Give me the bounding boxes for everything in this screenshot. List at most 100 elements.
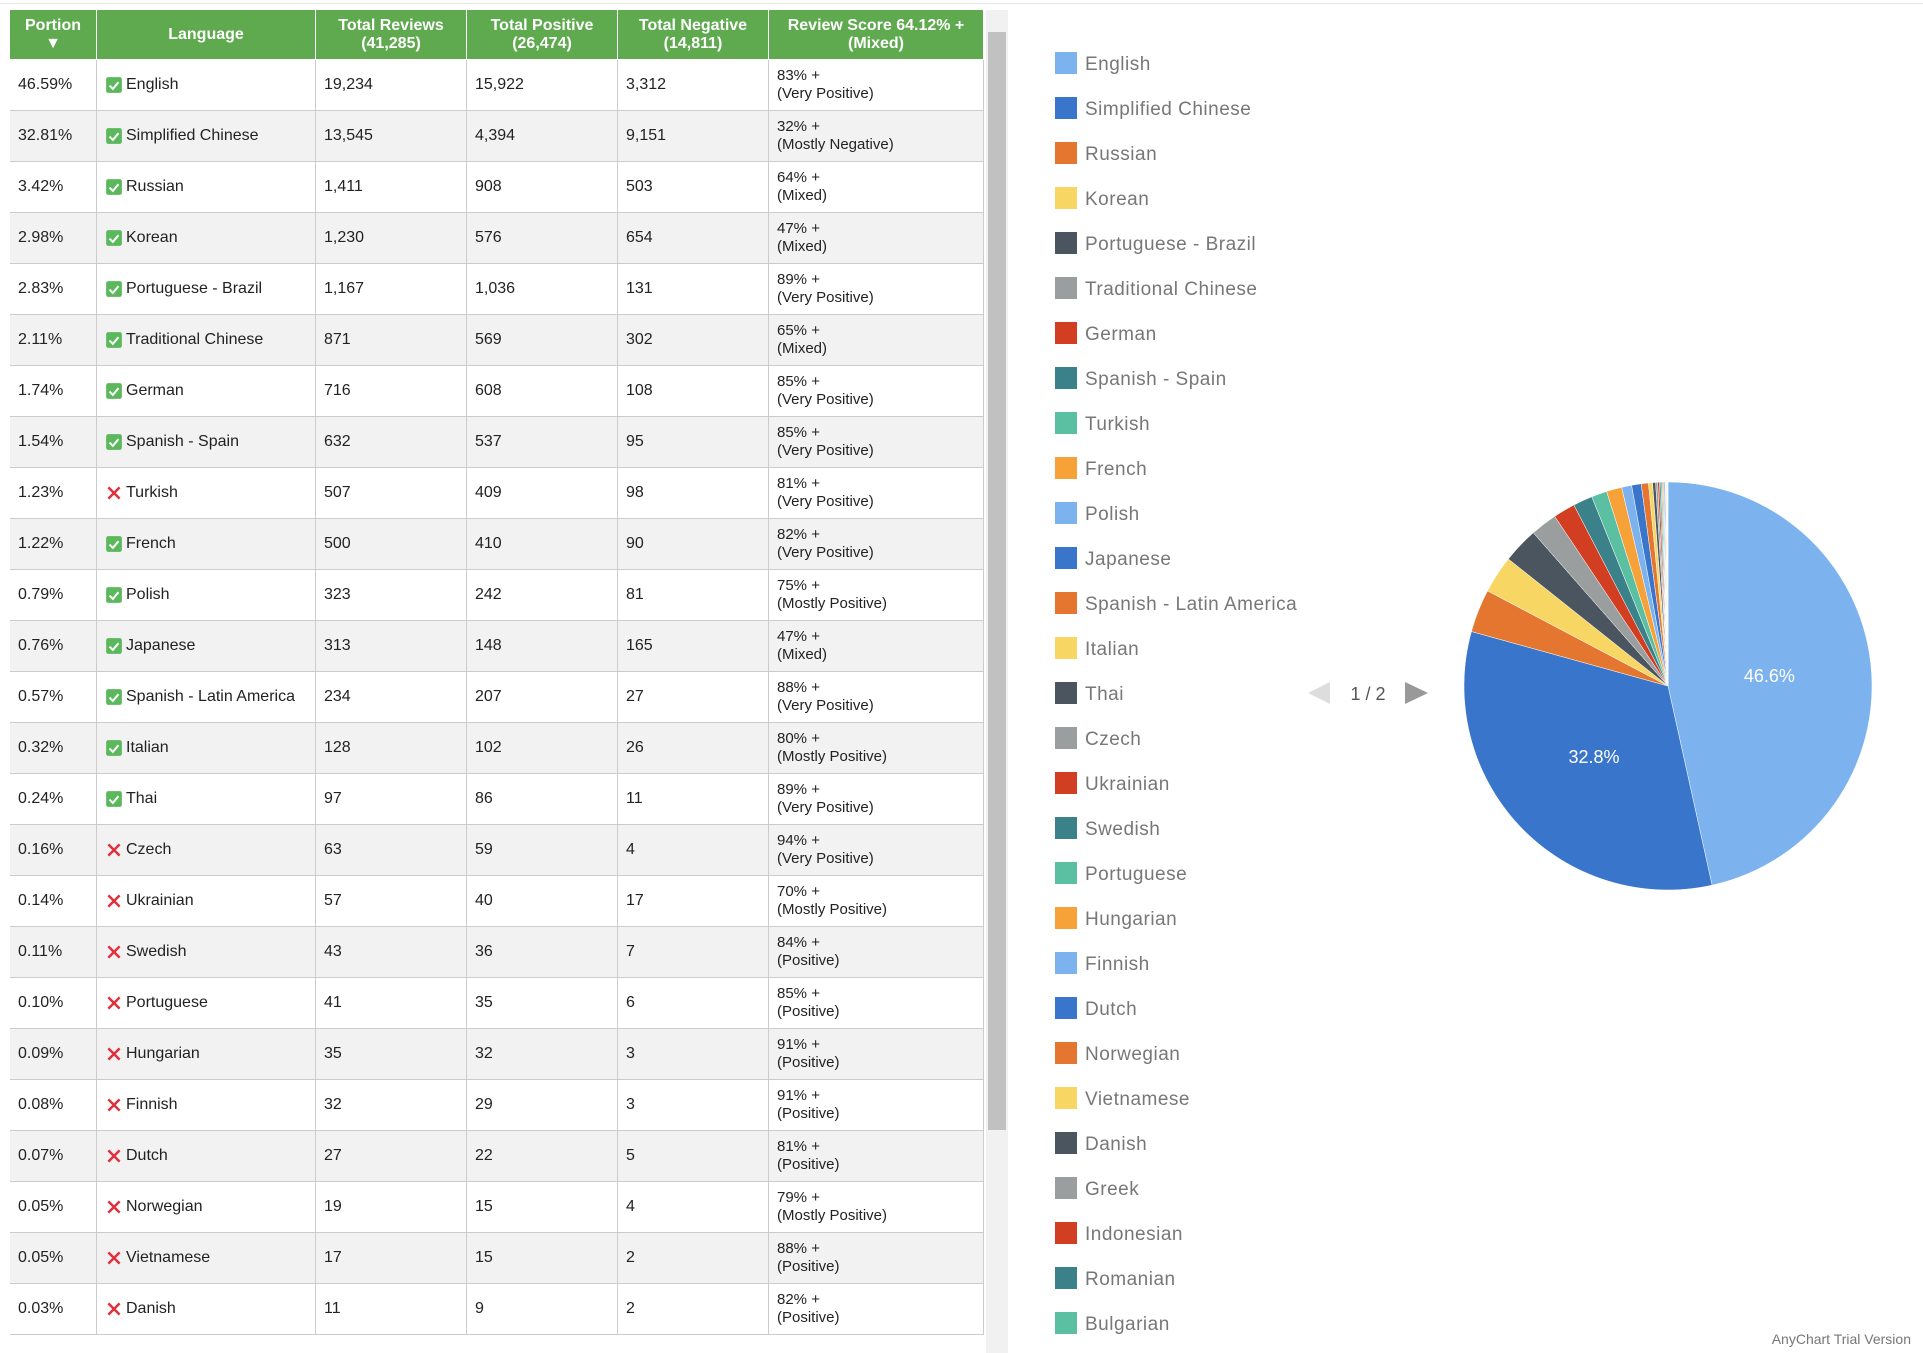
table-cell: Danish xyxy=(97,1284,316,1335)
table-cell: Vietnamese xyxy=(97,1233,316,1284)
cell-text: Danish xyxy=(126,1300,176,1317)
next-page[interactable] xyxy=(1405,682,1428,704)
table-cell: 47% + (Mixed) xyxy=(769,213,984,264)
check-icon xyxy=(106,128,122,144)
cell-text: Portuguese - Brazil xyxy=(126,280,263,297)
cell-text: 88% + xyxy=(777,1240,820,1257)
table-cell: 57 xyxy=(316,876,467,927)
cell-text: 165 xyxy=(626,637,653,654)
table-cell: German xyxy=(97,366,316,417)
table-cell: 88% + (Very Positive) xyxy=(769,672,984,723)
legend-swatch xyxy=(1055,1042,1077,1064)
table-cell: 716 xyxy=(316,366,467,417)
legend-label: Traditional Chinese xyxy=(1085,279,1258,300)
legend-swatch xyxy=(1055,142,1077,164)
table-cell: Turkish xyxy=(97,468,316,519)
legend-label: Ukrainian xyxy=(1085,774,1170,795)
cell-text: 108 xyxy=(626,382,653,399)
scrollbar[interactable] xyxy=(986,10,1008,1353)
check-box xyxy=(106,128,122,144)
table-cell: 4,394 xyxy=(467,111,618,162)
cell-text: Dutch xyxy=(126,1147,168,1164)
table-cell: 85% + (Very Positive) xyxy=(769,366,984,417)
cell-text: 85% + xyxy=(777,424,820,441)
cross-mark xyxy=(107,1251,121,1265)
check-box xyxy=(106,230,122,246)
table-cell: Spanish - Latin America xyxy=(97,672,316,723)
cross-icon xyxy=(107,486,121,500)
cell-text: 91% + xyxy=(777,1036,820,1053)
cell-text: 32 xyxy=(324,1096,342,1113)
cell-text: 47% + xyxy=(777,220,820,237)
check-mark xyxy=(108,795,120,805)
legend-swatch xyxy=(1055,1222,1077,1244)
legend-label: Portuguese xyxy=(1085,864,1187,885)
table-cell: 88% + (Positive) xyxy=(769,1233,984,1284)
cell-text: 0.10% xyxy=(18,994,64,1011)
cross-icon xyxy=(107,945,121,959)
legend-swatch xyxy=(1055,187,1077,209)
cell-text: 85% + xyxy=(777,373,820,390)
cell-text: 1.74% xyxy=(18,382,64,399)
header-cell: Portion ▼ xyxy=(10,10,97,60)
table-cell: 4 xyxy=(618,1182,769,1233)
cross-mark xyxy=(107,1098,121,1112)
table-cell: Hungarian xyxy=(97,1029,316,1080)
table-cell: 89% + (Very Positive) xyxy=(769,264,984,315)
check-mark xyxy=(108,642,120,652)
check-box xyxy=(106,536,122,552)
cell-text: Polish xyxy=(126,586,170,603)
cell-text: 11 xyxy=(626,790,643,807)
prev-page[interactable] xyxy=(1308,682,1330,704)
table-cell: 654 xyxy=(618,213,769,264)
cell-text: 57 xyxy=(324,892,342,909)
cell-text: 36 xyxy=(475,943,493,960)
table-cell: 0.16% xyxy=(10,825,97,876)
scroll-thumb[interactable] xyxy=(988,32,1006,1130)
table-cell: 26 xyxy=(618,723,769,774)
cell-text: 3.42% xyxy=(18,178,64,195)
cross-icon xyxy=(107,1200,121,1214)
table-cell: 9,151 xyxy=(618,111,769,162)
table-cell: 64% + (Mixed) xyxy=(769,162,984,213)
header-text: (26,474) xyxy=(512,34,572,52)
cell-text: (Mostly Positive) xyxy=(777,901,888,918)
header-text: Total Positive xyxy=(490,16,594,34)
cell-text: 0.57% xyxy=(18,688,64,705)
check-mark xyxy=(108,285,120,295)
cell-text: 35 xyxy=(324,1045,342,1062)
table-cell: 11 xyxy=(618,774,769,825)
legend-label: Korean xyxy=(1085,189,1149,210)
cell-text: 84% + xyxy=(777,934,820,951)
header-cell: Review Score 64.12% + (Mixed) xyxy=(769,10,984,60)
table-cell: 65% + (Mixed) xyxy=(769,315,984,366)
table-cell: 83% + (Very Positive) xyxy=(769,60,984,111)
check-mark xyxy=(108,183,120,193)
cell-text: 32 xyxy=(475,1045,493,1062)
table-cell: 242 xyxy=(467,570,618,621)
cell-text: Portuguese xyxy=(126,994,208,1011)
cell-text: 207 xyxy=(475,688,502,705)
legend-swatch xyxy=(1055,1132,1077,1154)
table-cell: 871 xyxy=(316,315,467,366)
legend-label: French xyxy=(1085,459,1147,480)
cell-text: 0.07% xyxy=(18,1147,64,1164)
legend-label: Danish xyxy=(1085,1134,1147,1155)
cell-text: 2.83% xyxy=(18,280,64,297)
table-cell: Polish xyxy=(97,570,316,621)
cross-mark xyxy=(107,1047,121,1061)
check-icon xyxy=(106,434,122,450)
check-box xyxy=(106,179,122,195)
legend-label: Italian xyxy=(1085,639,1139,660)
table-cell: 1,036 xyxy=(467,264,618,315)
cell-text: 80% + xyxy=(777,730,820,747)
table-cell: 46.59% xyxy=(10,60,97,111)
cell-text: 632 xyxy=(324,433,351,450)
cell-text: 0.08% xyxy=(18,1096,64,1113)
cell-text: 95 xyxy=(626,433,644,450)
table-cell: 84% + (Positive) xyxy=(769,927,984,978)
table-cell: 234 xyxy=(316,672,467,723)
cell-text: 82% + xyxy=(777,1291,820,1308)
cell-text: (Very Positive) xyxy=(777,697,874,714)
table-cell: 537 xyxy=(467,417,618,468)
